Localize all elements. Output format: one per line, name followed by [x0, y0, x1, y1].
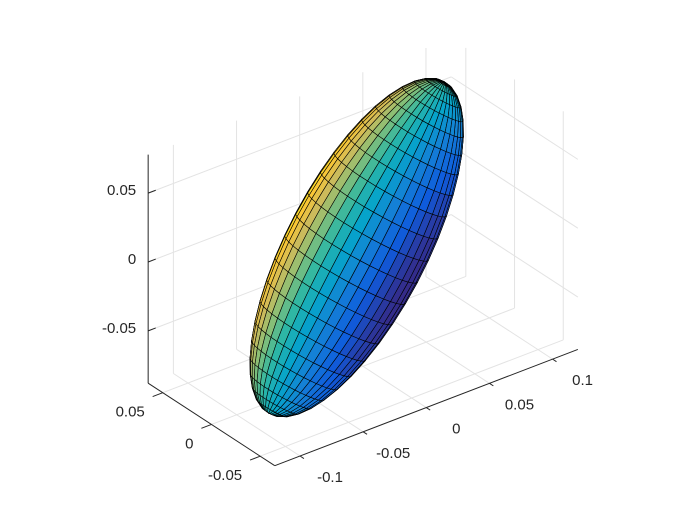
grid-line — [450, 76, 579, 160]
surface-face — [398, 230, 418, 257]
y-tick-label: -0.05 — [208, 467, 242, 484]
surface-face — [445, 93, 450, 105]
x-tick — [552, 358, 557, 363]
y-tick-label: 0.05 — [116, 404, 145, 421]
y-tick-label: 0 — [185, 435, 193, 452]
z-tick — [147, 258, 156, 263]
x-tick-label: 0 — [452, 421, 460, 438]
z-tick — [147, 189, 156, 194]
grid-line — [450, 145, 579, 229]
x-tick — [489, 382, 494, 387]
z-tick-label: 0.05 — [107, 182, 136, 199]
surface — [249, 77, 464, 418]
x-tick-label: 0.1 — [572, 372, 593, 389]
z-tick — [147, 327, 156, 332]
z-tick-label: -0.05 — [102, 320, 136, 337]
x-tick-label: 0.05 — [505, 396, 534, 413]
x-tick-label: -0.1 — [317, 469, 343, 486]
y-tick — [152, 392, 163, 398]
y-tick — [201, 423, 212, 429]
y-tick — [249, 455, 261, 461]
grid-line — [450, 214, 579, 298]
x-tick-label: -0.05 — [376, 445, 410, 462]
x-tick — [426, 407, 431, 411]
grid-line — [259, 339, 564, 457]
x-tick — [362, 431, 368, 435]
x-tick — [299, 455, 305, 459]
z-tick-label: 0 — [128, 251, 136, 268]
